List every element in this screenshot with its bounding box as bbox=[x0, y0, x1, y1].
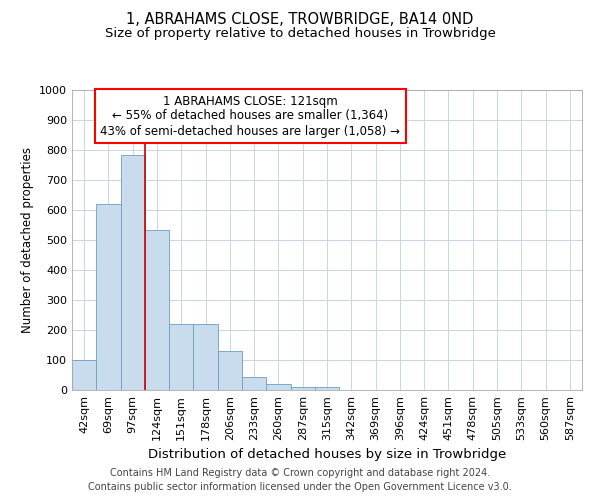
Text: 1 ABRAHAMS CLOSE: 121sqm
← 55% of detached houses are smaller (1,364)
43% of sem: 1 ABRAHAMS CLOSE: 121sqm ← 55% of detach… bbox=[101, 94, 401, 138]
Bar bbox=[315, 387, 339, 390]
Bar bbox=[96, 204, 121, 390]
Bar bbox=[218, 351, 242, 390]
Bar bbox=[266, 384, 290, 390]
Y-axis label: Number of detached properties: Number of detached properties bbox=[20, 147, 34, 333]
Bar bbox=[145, 230, 169, 390]
Bar bbox=[121, 154, 145, 390]
X-axis label: Distribution of detached houses by size in Trowbridge: Distribution of detached houses by size … bbox=[148, 448, 506, 462]
Bar bbox=[290, 387, 315, 390]
Bar bbox=[193, 324, 218, 390]
Bar bbox=[169, 324, 193, 390]
Bar bbox=[72, 360, 96, 390]
Text: Contains HM Land Registry data © Crown copyright and database right 2024.
Contai: Contains HM Land Registry data © Crown c… bbox=[88, 468, 512, 492]
Text: 1, ABRAHAMS CLOSE, TROWBRIDGE, BA14 0ND: 1, ABRAHAMS CLOSE, TROWBRIDGE, BA14 0ND bbox=[127, 12, 473, 28]
Bar bbox=[242, 376, 266, 390]
Text: Size of property relative to detached houses in Trowbridge: Size of property relative to detached ho… bbox=[104, 28, 496, 40]
